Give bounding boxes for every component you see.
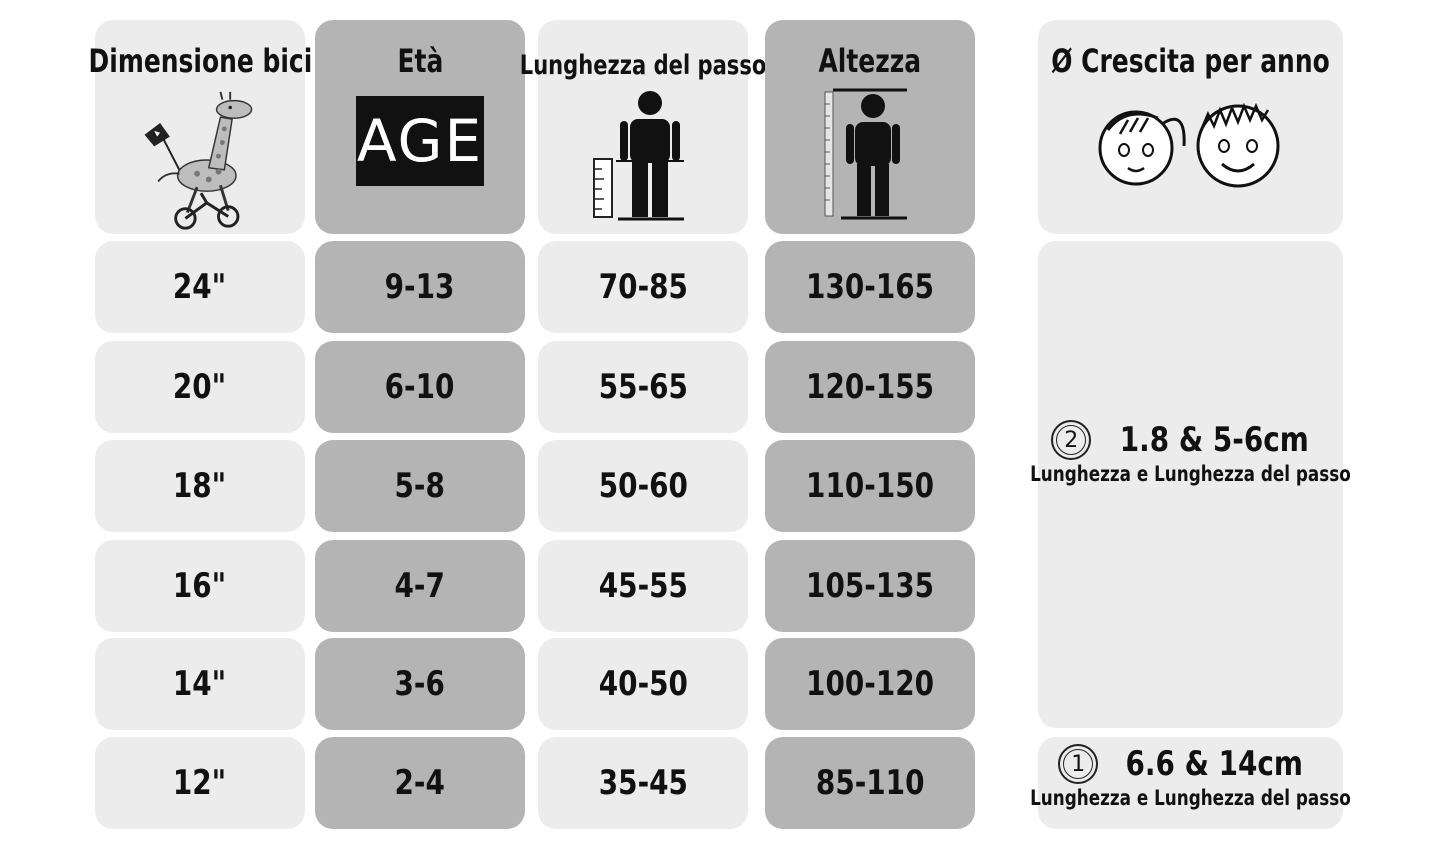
cell-value: 100-120: [806, 664, 934, 704]
header-growth-label: Ø Crescita per anno: [1051, 42, 1330, 80]
cell-value: 14": [173, 664, 227, 704]
header-height-label: Altezza: [818, 42, 922, 80]
header-height: Altezza: [765, 20, 975, 234]
table-cell-size: 24": [95, 241, 305, 333]
cell-value: 110-150: [806, 466, 934, 506]
cell-value: 70-85: [598, 267, 688, 307]
header-size-label: Dimensione bici: [88, 42, 312, 80]
growth-item-2: 2 1.8 & 5-6cm Lunghezza e Lunghezza del …: [1030, 420, 1351, 486]
cell-value: 40-50: [598, 664, 688, 704]
cell-value: 105-135: [806, 566, 934, 606]
table-cell-size: 16": [95, 540, 305, 632]
header-inseam: Lunghezza del passo: [520, 20, 766, 234]
cell-value: 120-155: [806, 367, 934, 407]
cell-value: 20": [173, 367, 227, 407]
cell-value: 5-8: [394, 466, 446, 506]
table-cell-height: 85-110: [765, 737, 975, 829]
growth-value: 1.8 & 5-6cm: [1119, 420, 1310, 460]
table-cell-inseam: 40-50: [538, 638, 748, 730]
kids-faces-icon: [1098, 102, 1279, 188]
growth-item-1: 1 6.6 & 14cm Lunghezza e Lunghezza del p…: [1030, 744, 1351, 810]
cell-value: 3-6: [394, 664, 446, 704]
cell-value: 85-110: [815, 763, 925, 803]
table-cell-size: 12": [95, 737, 305, 829]
table-cell-height: 120-155: [765, 341, 975, 433]
table-cell-size: 18": [95, 440, 305, 532]
number-2-icon: 2: [1051, 420, 1092, 460]
table-cell-height: 110-150: [765, 440, 975, 532]
growth-panel-2: [1038, 241, 1343, 728]
table-cell-height: 105-135: [765, 540, 975, 632]
giraffe-bike-icon: [144, 91, 253, 230]
cell-value: 12": [173, 763, 227, 803]
cell-value: 2-4: [394, 763, 446, 803]
table-cell-age: 5-8: [315, 440, 525, 532]
cell-value: 130-165: [806, 267, 934, 307]
table-cell-inseam: 55-65: [538, 341, 748, 433]
header-age-label: Età: [397, 42, 443, 80]
cell-value: 6-10: [385, 367, 455, 407]
child-height-ruler-icon: [824, 88, 907, 220]
cell-value: 35-45: [598, 763, 688, 803]
growth-label: Lunghezza e Lunghezza del passo: [1030, 786, 1351, 810]
cell-value: 4-7: [394, 566, 446, 606]
table-cell-size: 14": [95, 638, 305, 730]
cell-value: 45-55: [598, 566, 688, 606]
growth-label: Lunghezza e Lunghezza del passo: [1030, 462, 1351, 486]
table-cell-age: 4-7: [315, 540, 525, 632]
child-inseam-ruler-icon: [593, 91, 684, 221]
growth-value: 6.6 & 14cm: [1125, 744, 1304, 784]
header-growth: Ø Crescita per anno: [1038, 20, 1343, 234]
number-1-icon: 1: [1058, 744, 1099, 784]
header-inseam-label: Lunghezza del passo: [519, 50, 767, 81]
table-cell-age: 3-6: [315, 638, 525, 730]
cell-value: 50-60: [598, 466, 688, 506]
cell-value: 18": [173, 466, 227, 506]
table-cell-height: 100-120: [765, 638, 975, 730]
header-age: Età AGE: [315, 20, 525, 234]
table-cell-height: 130-165: [765, 241, 975, 333]
table-cell-inseam: 70-85: [538, 241, 748, 333]
table-cell-age: 2-4: [315, 737, 525, 829]
table-cell-age: 6-10: [315, 341, 525, 433]
table-cell-age: 9-13: [315, 241, 525, 333]
cell-value: 16": [173, 566, 227, 606]
header-size: Dimensione bici: [88, 20, 312, 234]
table-cell-size: 20": [95, 341, 305, 433]
table-cell-inseam: 50-60: [538, 440, 748, 532]
table-cell-inseam: 35-45: [538, 737, 748, 829]
table-cell-inseam: 45-55: [538, 540, 748, 632]
cell-value: 9-13: [385, 267, 455, 307]
cell-value: 24": [173, 267, 227, 307]
cell-value: 55-65: [598, 367, 688, 407]
age-badge-icon: AGE: [356, 96, 484, 186]
